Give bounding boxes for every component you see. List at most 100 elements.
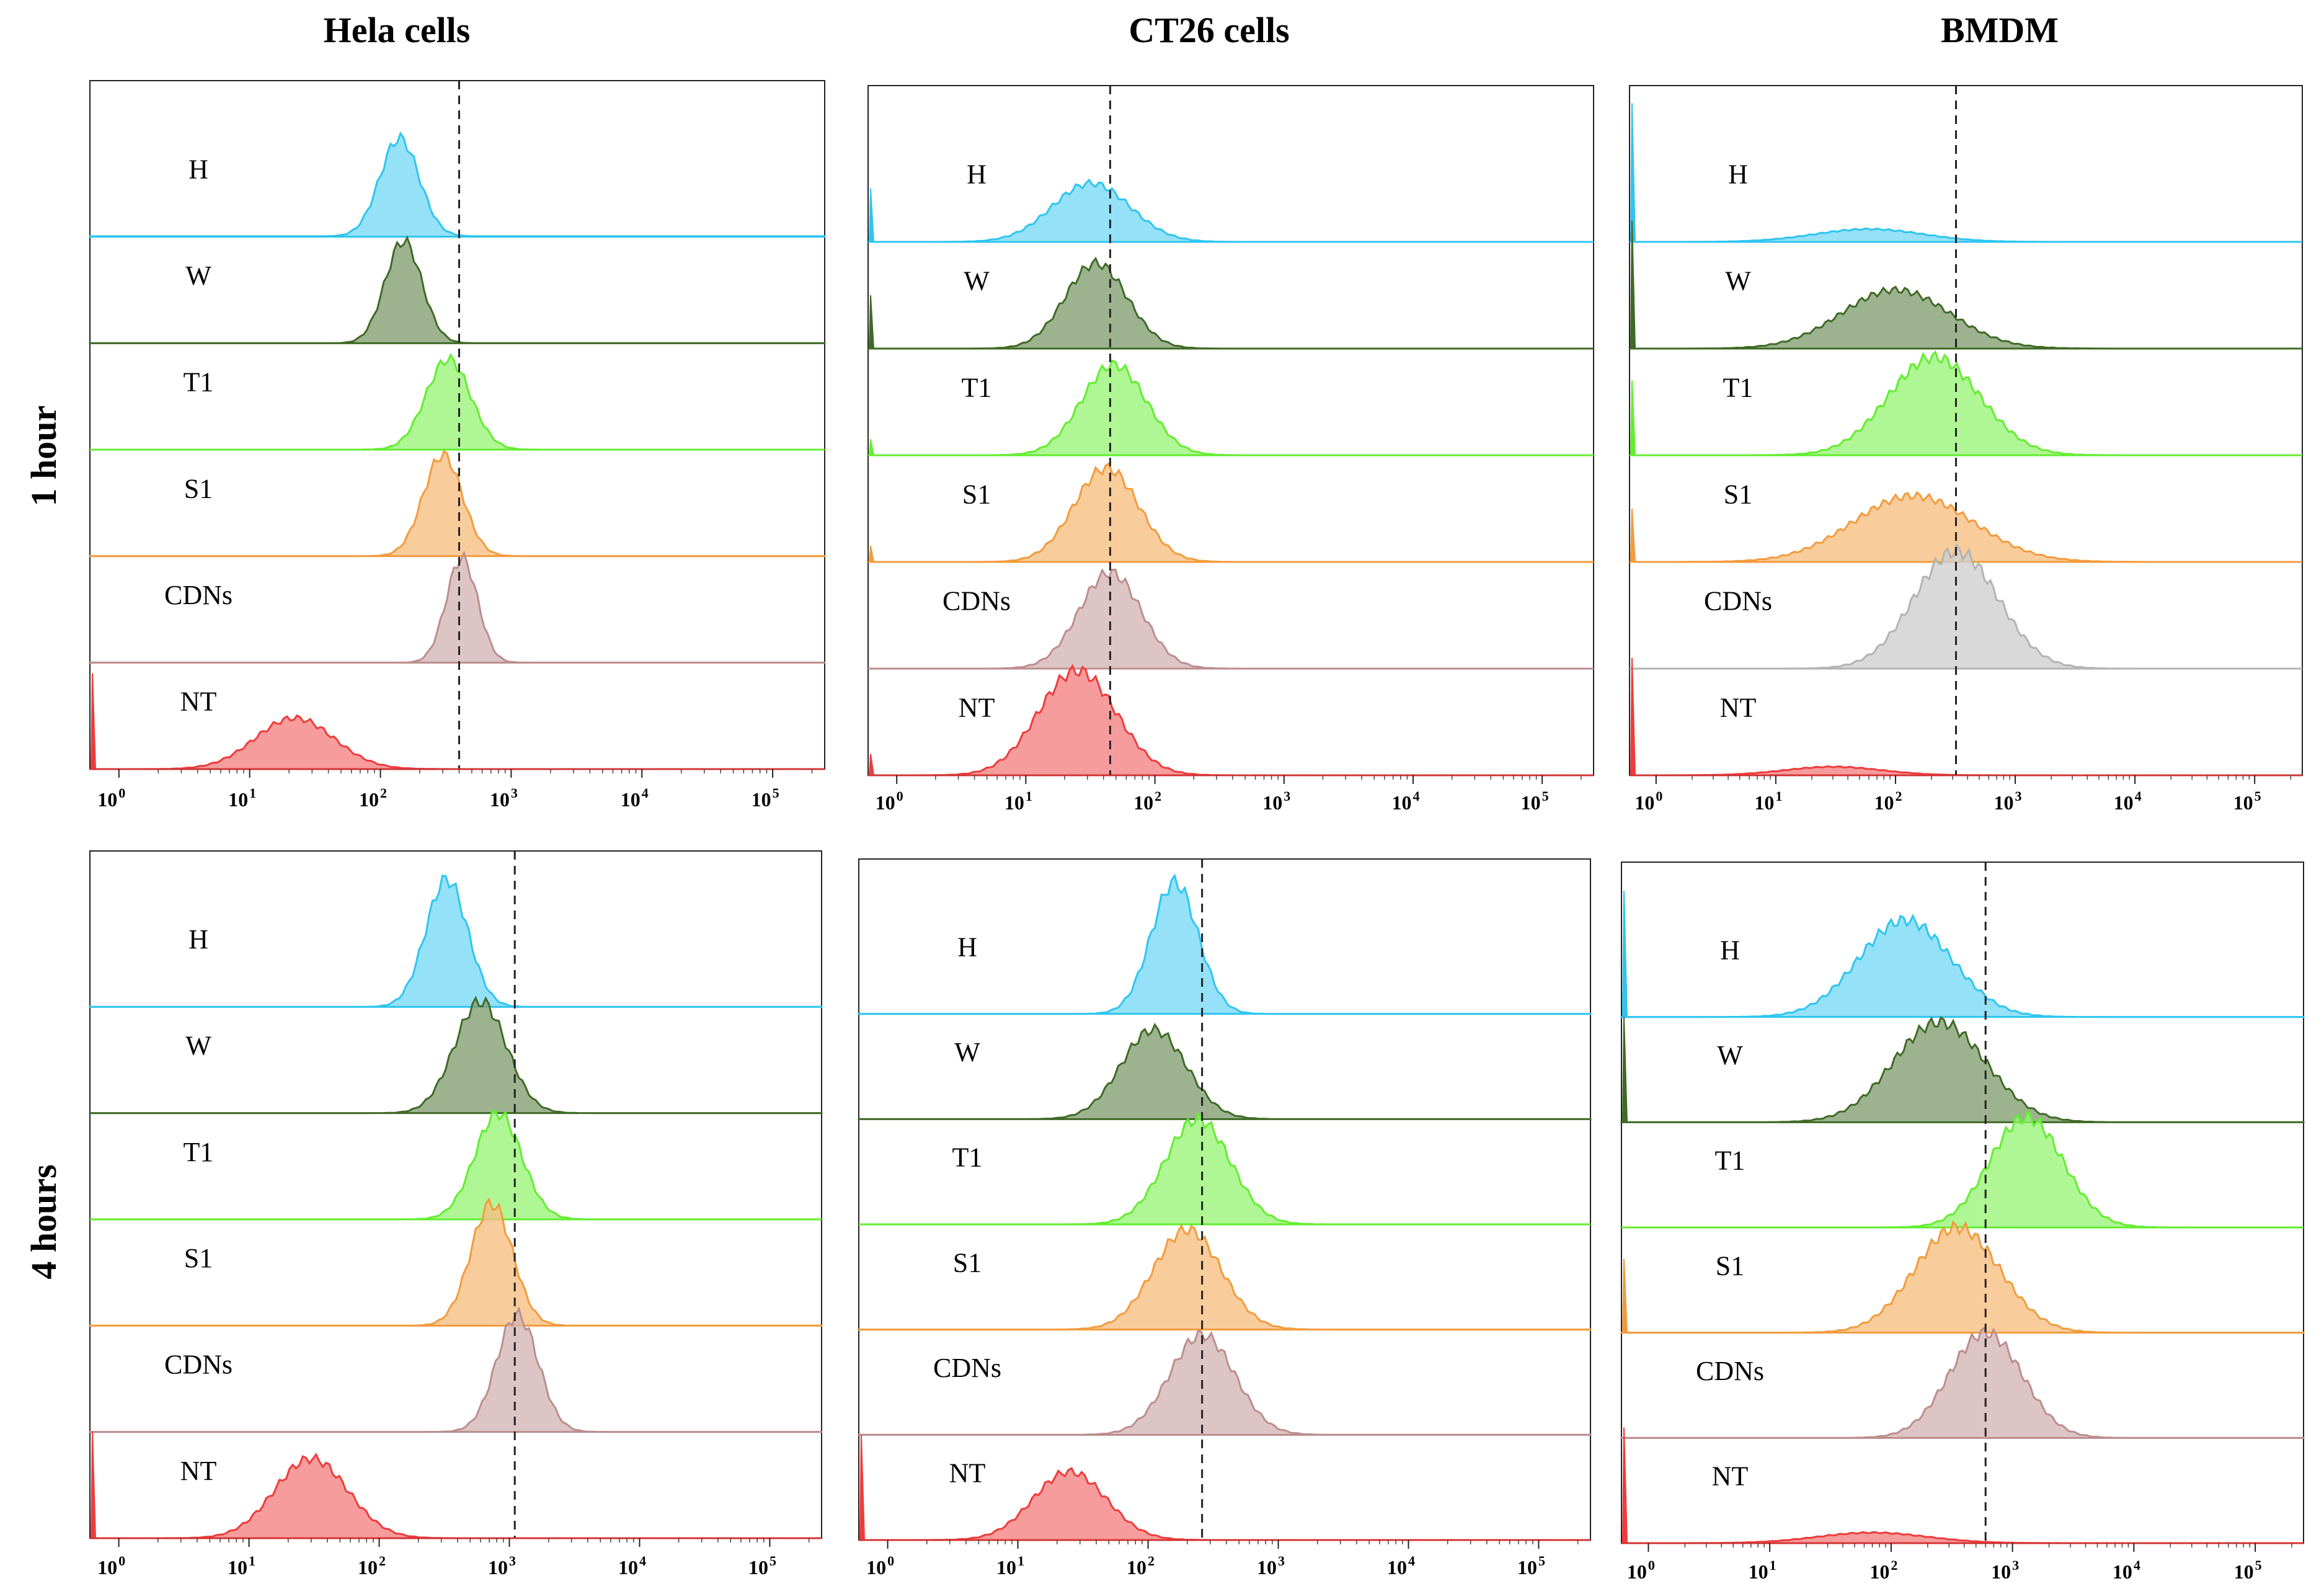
spike-s1 — [868, 546, 875, 563]
panel-hela-1h: H W T1 S1 CDNs NT 100 101 102 103 104 105 — [89, 80, 826, 811]
histogram-h — [1620, 914, 2305, 1018]
histogram-cdns — [868, 568, 1594, 670]
sample-label-h: H — [188, 924, 208, 955]
sample-label-cdns: CDNs — [164, 1349, 233, 1379]
x-tick-label: 100 — [876, 788, 903, 814]
sample-label-h: H — [1720, 935, 1740, 965]
x-tick-label: 101 — [228, 1553, 255, 1578]
x-tick-label: 100 — [97, 785, 125, 811]
spike-t1 — [868, 439, 875, 456]
x-tick-label: 105 — [748, 1553, 776, 1578]
x-tick-label: 105 — [1517, 1553, 1545, 1578]
histogram-nt — [1621, 1531, 2304, 1544]
x-tick-label: 102 — [358, 1553, 386, 1578]
x-tick-label: 103 — [1257, 1553, 1285, 1578]
sample-label-cdns: CDNs — [1696, 1356, 1764, 1386]
x-tick-label: 104 — [618, 1553, 646, 1578]
spike-nt — [90, 673, 97, 770]
sample-label-s1: S1 — [184, 473, 213, 504]
histogram-nt — [1630, 765, 2302, 777]
sample-label-cdns: CDNs — [933, 1353, 1001, 1383]
x-tick-label: 102 — [1133, 788, 1161, 814]
panel-bmdm-1h: H W T1 S1 CDNs NT 100 101 102 103 104 105 — [1629, 85, 2303, 814]
sample-label-s1: S1 — [962, 479, 991, 509]
column-title-bmdm: BMDM — [1941, 10, 2059, 50]
spike-nt — [859, 1435, 866, 1541]
row-title-4h: 4 hours — [24, 1164, 64, 1279]
x-tick-label: 101 — [1749, 1557, 1776, 1583]
x-tick-label: 103 — [488, 1553, 516, 1578]
sample-label-w: W — [185, 260, 211, 291]
sample-label-w: W — [954, 1037, 980, 1067]
sample-label-cdns: CDNs — [1704, 586, 1772, 616]
x-tick-label: 101 — [1754, 788, 1782, 814]
column-title-hela: Hela cells — [324, 10, 471, 50]
sample-label-s1: S1 — [953, 1247, 982, 1278]
row-title-1h: 1 hour — [24, 406, 64, 507]
spike-w — [868, 295, 875, 349]
x-tick-label: 104 — [621, 785, 649, 811]
sample-label-h: H — [1728, 159, 1748, 189]
x-tick-label: 104 — [1387, 1553, 1415, 1578]
x-tick-label: 104 — [2113, 1557, 2140, 1583]
spike-h — [868, 188, 875, 243]
sample-label-w: W — [1725, 265, 1751, 296]
spike-nt — [868, 754, 875, 776]
sample-label-cdns: CDNs — [942, 586, 1011, 616]
sample-label-t1: T1 — [184, 1137, 214, 1167]
x-tick-label: 100 — [1627, 1557, 1655, 1583]
sample-label-nt: NT — [949, 1458, 986, 1489]
panel-bmdm-4h: H W T1 S1 CDNs NT 100 101 102 103 104 105 — [1620, 862, 2305, 1583]
x-tick-label: 102 — [359, 785, 387, 811]
x-tick-label: 104 — [1391, 788, 1419, 814]
histogram-s1 — [868, 462, 1594, 563]
x-tick-label: 105 — [2234, 1557, 2262, 1583]
spike-nt — [1621, 1427, 1628, 1544]
x-tick-label: 101 — [996, 1553, 1024, 1578]
x-tick-label: 103 — [1994, 788, 2022, 814]
x-tick-label: 105 — [2233, 788, 2261, 814]
sample-label-w: W — [964, 265, 990, 296]
sample-label-s1: S1 — [184, 1243, 213, 1273]
histogram-w — [1630, 285, 2302, 350]
column-title-ct26: CT26 cells — [1129, 10, 1289, 50]
panel-ct26-1h: H W T1 S1 CDNs NT 100 101 102 103 104 105 — [867, 85, 1594, 814]
spike-nt — [90, 1431, 97, 1539]
panel-ct26-4h: H W T1 S1 CDNs NT 100 101 102 103 104 105 — [858, 858, 1592, 1578]
spike-s1 — [1630, 508, 1636, 563]
x-tick-label: 105 — [752, 785, 779, 811]
sample-label-t1: T1 — [952, 1142, 983, 1173]
sample-label-s1: S1 — [1724, 479, 1752, 509]
x-tick-label: 105 — [1521, 788, 1549, 814]
panels-group: H W T1 S1 CDNs NT 100 101 102 103 104 105 H W T1 S1 CDNs… — [89, 80, 2305, 1583]
sample-label-h: H — [188, 154, 208, 184]
sample-label-nt: NT — [1720, 692, 1757, 723]
x-tick-label: 104 — [2114, 788, 2142, 814]
sample-label-w: W — [1717, 1040, 1743, 1071]
x-tick-label: 100 — [1634, 788, 1662, 814]
sample-label-t1: T1 — [1723, 372, 1754, 403]
x-tick-label: 103 — [1262, 788, 1290, 814]
spike-h — [1621, 891, 1628, 1018]
sample-label-h: H — [957, 932, 977, 962]
sample-label-t1: T1 — [184, 367, 214, 398]
sample-label-t1: T1 — [962, 372, 992, 403]
histogram-h — [89, 131, 826, 238]
spike-t1 — [1630, 380, 1636, 456]
x-tick-label: 100 — [97, 1553, 125, 1578]
spike-s1 — [1621, 1258, 1628, 1334]
sample-label-cdns: CDNs — [164, 580, 233, 610]
x-tick-label: 101 — [228, 785, 256, 811]
histogram-t1 — [1630, 350, 2302, 456]
histogram-nt — [90, 714, 825, 770]
x-tick-label: 102 — [1869, 1557, 1897, 1583]
sample-label-nt: NT — [180, 687, 217, 717]
sample-label-nt: NT — [180, 1456, 217, 1486]
x-tick-label: 100 — [866, 1553, 894, 1578]
sample-label-w: W — [185, 1030, 211, 1061]
sample-label-t1: T1 — [1715, 1146, 1745, 1176]
spike-w — [1621, 1017, 1628, 1123]
x-tick-label: 103 — [1991, 1557, 2019, 1583]
x-tick-label: 101 — [1005, 788, 1032, 814]
